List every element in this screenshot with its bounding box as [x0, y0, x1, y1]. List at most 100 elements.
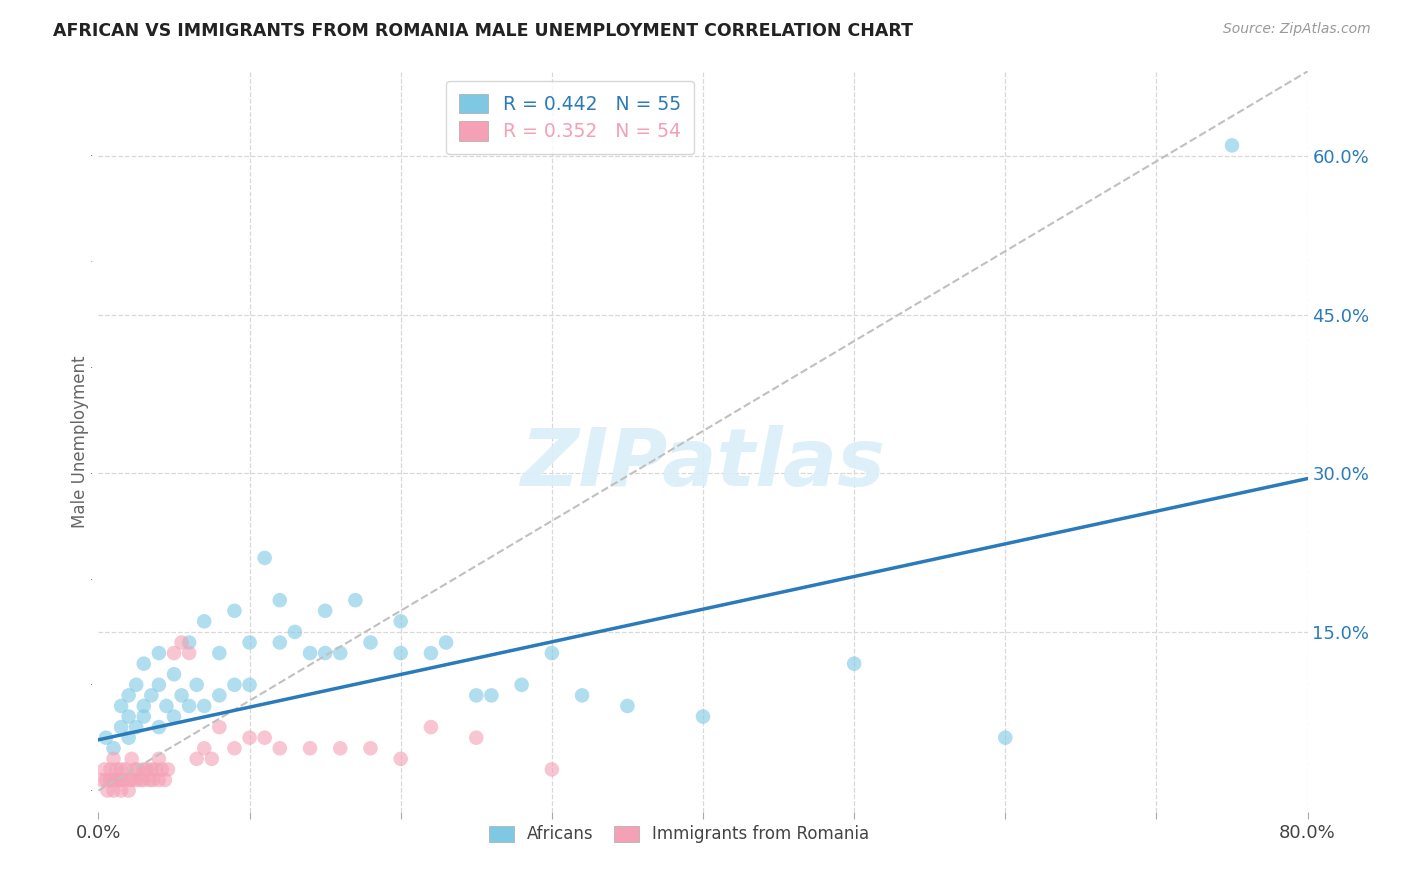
Point [360, 741, 382, 756]
Point [103, 752, 125, 766]
Point [118, 689, 141, 703]
Point [540, 763, 562, 777]
Point [692, 709, 714, 723]
Point [420, 646, 443, 660]
Point [103, 783, 125, 797]
Point [269, 593, 291, 607]
Point [179, 698, 201, 713]
Point [105, 763, 128, 777]
Point [208, 720, 231, 734]
Point [360, 635, 382, 649]
Point [132, 772, 155, 787]
Point [103, 772, 125, 787]
Point [155, 698, 177, 713]
Point [239, 731, 262, 745]
Point [142, 772, 165, 787]
Point [110, 783, 132, 797]
Point [193, 741, 215, 756]
Point [239, 678, 262, 692]
Point [465, 689, 488, 703]
Point [163, 709, 186, 723]
Text: ZIPatlas: ZIPatlas [520, 425, 886, 503]
Point [108, 772, 131, 787]
Point [224, 741, 246, 756]
Point [139, 772, 162, 787]
Point [94, 772, 117, 787]
Point [148, 678, 170, 692]
Point [616, 698, 638, 713]
Point [135, 763, 157, 777]
Point [179, 635, 201, 649]
Point [114, 763, 136, 777]
Point [153, 772, 176, 787]
Point [201, 752, 224, 766]
Point [111, 772, 134, 787]
Point [253, 731, 276, 745]
Point [148, 772, 170, 787]
Point [148, 752, 170, 766]
Point [118, 783, 141, 797]
Point [93, 763, 115, 777]
Point [100, 772, 122, 787]
Point [434, 635, 457, 649]
Point [121, 772, 143, 787]
Point [299, 646, 322, 660]
Point [208, 689, 231, 703]
Point [389, 752, 412, 766]
Point [125, 678, 148, 692]
Point [110, 720, 132, 734]
Point [132, 763, 155, 777]
Point [121, 752, 143, 766]
Y-axis label: Male Unemployment: Male Unemployment [72, 355, 89, 528]
Point [284, 624, 307, 639]
Point [103, 741, 125, 756]
Point [100, 763, 122, 777]
Point [1220, 138, 1243, 153]
Point [540, 646, 562, 660]
Point [224, 678, 246, 692]
Point [269, 635, 291, 649]
Point [110, 763, 132, 777]
Point [118, 709, 141, 723]
Point [253, 550, 276, 565]
Point [148, 720, 170, 734]
Point [481, 689, 503, 703]
Point [420, 720, 443, 734]
Point [193, 615, 215, 629]
Point [118, 731, 141, 745]
Point [389, 646, 412, 660]
Point [239, 635, 262, 649]
Point [124, 763, 146, 777]
Point [389, 615, 412, 629]
Point [299, 741, 322, 756]
Point [186, 678, 208, 692]
Point [118, 772, 141, 787]
Point [844, 657, 866, 671]
Point [170, 635, 193, 649]
Point [329, 741, 352, 756]
Point [96, 783, 118, 797]
Point [269, 741, 291, 756]
Point [105, 772, 128, 787]
Point [224, 604, 246, 618]
Point [179, 646, 201, 660]
Point [132, 698, 155, 713]
Point [132, 657, 155, 671]
Point [125, 720, 148, 734]
Text: Source: ZipAtlas.com: Source: ZipAtlas.com [1223, 22, 1371, 37]
Point [510, 678, 533, 692]
Point [465, 731, 488, 745]
Legend: Africans, Immigrants from Romania: Africans, Immigrants from Romania [481, 817, 877, 852]
Point [156, 763, 179, 777]
Point [94, 731, 117, 745]
Point [208, 646, 231, 660]
Point [145, 763, 167, 777]
Point [125, 772, 148, 787]
Point [186, 752, 208, 766]
Point [110, 698, 132, 713]
Point [163, 667, 186, 681]
Point [90, 772, 112, 787]
Point [170, 689, 193, 703]
Point [193, 698, 215, 713]
Point [329, 646, 352, 660]
